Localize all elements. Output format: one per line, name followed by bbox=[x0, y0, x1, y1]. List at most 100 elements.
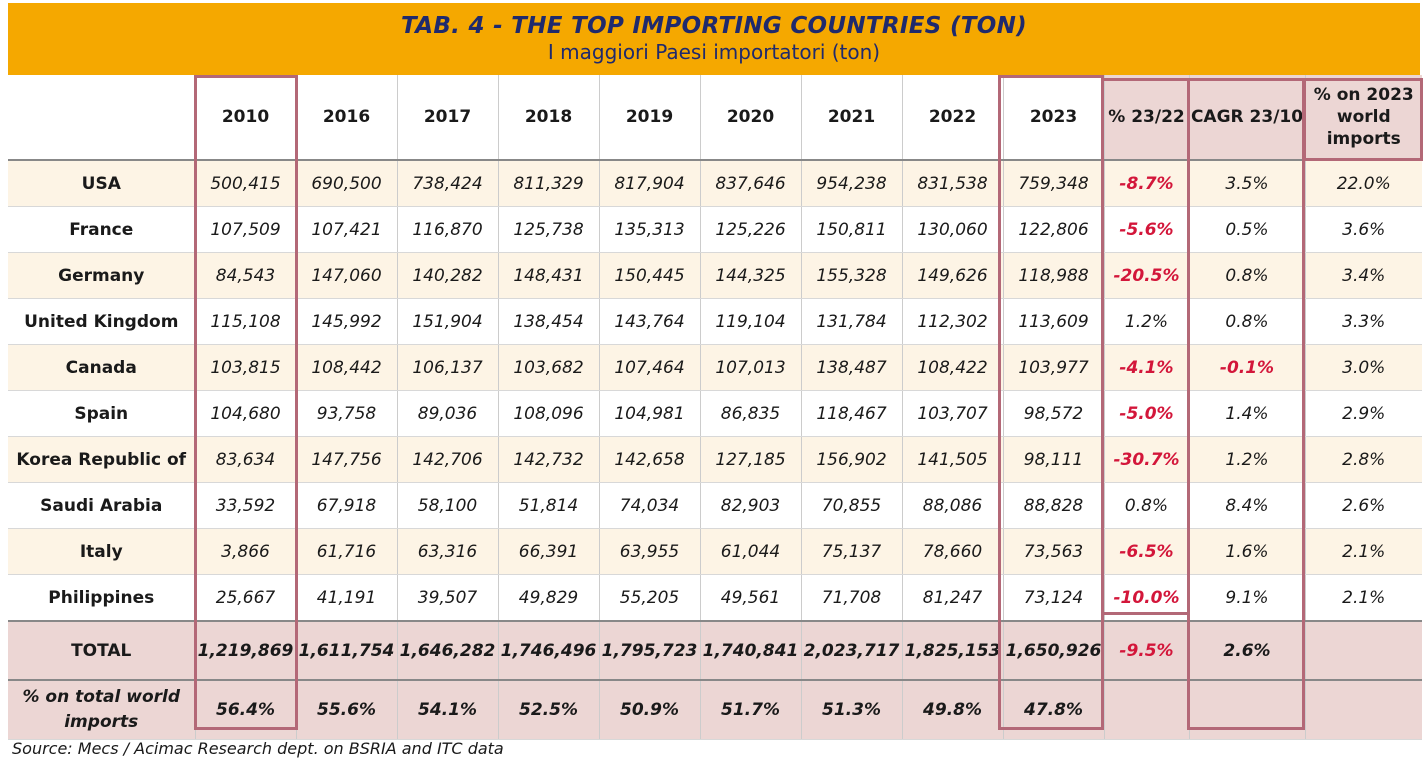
value-cell: 106,137 bbox=[397, 344, 499, 391]
value-cell: 738,424 bbox=[397, 160, 499, 207]
value-cell: 690,500 bbox=[296, 160, 398, 207]
value-cell: 83,634 bbox=[195, 436, 297, 483]
value-cell: 81,247 bbox=[902, 574, 1004, 622]
value-cell: 142,706 bbox=[397, 436, 499, 483]
value-cell: 61,716 bbox=[296, 528, 398, 575]
table-title: TAB. 4 - THE TOP IMPORTING COUNTRIES (TO… bbox=[401, 13, 1027, 39]
value-cell: 108,096 bbox=[498, 390, 600, 437]
value-cell: 131,784 bbox=[801, 298, 903, 345]
value-cell: 1,795,723 bbox=[599, 620, 701, 681]
value-cell: 1,219,869 bbox=[195, 620, 297, 681]
value-cell: 103,977 bbox=[1003, 344, 1105, 391]
table-row: Germany 84,543 147,060 140,282 148,431 150,44… bbox=[8, 252, 1422, 299]
value-cell: 103,815 bbox=[195, 344, 297, 391]
table-body: USA 500,415 690,500 738,424 811,329 817,904 83… bbox=[8, 160, 1422, 740]
value-cell: 500,415 bbox=[195, 160, 297, 207]
value-cell: 759,348 bbox=[1003, 160, 1105, 207]
table-row: Canada 103,815 108,442 106,137 103,682 107,46… bbox=[8, 344, 1422, 391]
value-cell: 147,756 bbox=[296, 436, 398, 483]
value-cell: 125,226 bbox=[700, 206, 802, 253]
value-cell: 107,509 bbox=[195, 206, 297, 253]
value-cell: 73,124 bbox=[1003, 574, 1105, 622]
column-header: 2022 bbox=[902, 75, 1004, 161]
value-cell: 55,205 bbox=[599, 574, 701, 622]
cagr-cell: 0.5% bbox=[1189, 206, 1306, 253]
value-cell: 56.4% bbox=[195, 680, 297, 740]
change-cell: -6.5% bbox=[1104, 528, 1190, 575]
cagr-cell: 1.4% bbox=[1189, 390, 1306, 437]
value-cell: 82,903 bbox=[700, 482, 802, 529]
table-container: TAB. 4 - THE TOP IMPORTING COUNTRIES (TO… bbox=[8, 3, 1422, 740]
world-share-cell: 2.6% bbox=[1305, 482, 1422, 529]
value-cell: 156,902 bbox=[801, 436, 903, 483]
value-cell: 78,660 bbox=[902, 528, 1004, 575]
value-cell: 142,658 bbox=[599, 436, 701, 483]
value-cell: 49,561 bbox=[700, 574, 802, 622]
value-cell: 61,044 bbox=[700, 528, 802, 575]
value-cell: 41,191 bbox=[296, 574, 398, 622]
value-cell: 63,955 bbox=[599, 528, 701, 575]
value-cell: 119,104 bbox=[700, 298, 802, 345]
value-cell: 58,100 bbox=[397, 482, 499, 529]
value-cell: 75,137 bbox=[801, 528, 903, 575]
value-cell: 1,611,754 bbox=[296, 620, 398, 681]
value-cell: 1,825,153 bbox=[902, 620, 1004, 681]
value-cell: 1,650,926 bbox=[1003, 620, 1105, 681]
country-name: Korea Republic of bbox=[8, 436, 196, 483]
value-cell: 831,538 bbox=[902, 160, 1004, 207]
empty-cell bbox=[1189, 680, 1306, 740]
world-share-cell: 2.1% bbox=[1305, 574, 1422, 622]
value-cell: 142,732 bbox=[498, 436, 600, 483]
table-row: Korea Republic of 83,634 147,756 142,706 142… bbox=[8, 436, 1422, 483]
table-subtitle: I maggiori Paesi importatori (ton) bbox=[547, 40, 881, 64]
value-cell: 138,487 bbox=[801, 344, 903, 391]
table-row: Italy 3,866 61,716 63,316 66,391 63,955 61,044… bbox=[8, 528, 1422, 575]
cagr-cell: 0.8% bbox=[1189, 252, 1306, 299]
value-cell: 55.6% bbox=[296, 680, 398, 740]
table-row: Saudi Arabia 33,592 67,918 58,100 51,814 74,0… bbox=[8, 482, 1422, 529]
value-cell: 52.5% bbox=[498, 680, 600, 740]
value-cell: 811,329 bbox=[498, 160, 600, 207]
change-cell: -5.6% bbox=[1104, 206, 1190, 253]
value-cell: 54.1% bbox=[397, 680, 499, 740]
value-cell: 2,023,717 bbox=[801, 620, 903, 681]
value-cell: 817,904 bbox=[599, 160, 701, 207]
header-row: 2010 2016 2017 2018 2019 2020 2021 2022 2023% 23… bbox=[8, 75, 1422, 161]
value-cell: 122,806 bbox=[1003, 206, 1105, 253]
world-share-cell: 3.3% bbox=[1305, 298, 1422, 345]
value-cell: 149,626 bbox=[902, 252, 1004, 299]
country-name: Saudi Arabia bbox=[8, 482, 196, 529]
cagr-cell: 0.8% bbox=[1189, 298, 1306, 345]
world-share-cell: 22.0% bbox=[1305, 160, 1422, 207]
value-cell: 49,829 bbox=[498, 574, 600, 622]
table-row: Spain 104,680 93,758 89,036 108,096 104,981 86… bbox=[8, 390, 1422, 437]
country-name: Philippines bbox=[8, 574, 196, 622]
value-cell: 98,572 bbox=[1003, 390, 1105, 437]
value-cell: 51.3% bbox=[801, 680, 903, 740]
change-cell: -30.7% bbox=[1104, 436, 1190, 483]
change-cell: -10.0% bbox=[1104, 574, 1190, 622]
cagr-cell: 9.1% bbox=[1189, 574, 1306, 622]
change-cell: 0.8% bbox=[1104, 482, 1190, 529]
cagr-cell: 1.2% bbox=[1189, 436, 1306, 483]
value-cell: 25,667 bbox=[195, 574, 297, 622]
value-cell: 71,708 bbox=[801, 574, 903, 622]
value-cell: 148,431 bbox=[498, 252, 600, 299]
country-name: Spain bbox=[8, 390, 196, 437]
value-cell: 104,981 bbox=[599, 390, 701, 437]
value-cell: 107,013 bbox=[700, 344, 802, 391]
value-cell: 144,325 bbox=[700, 252, 802, 299]
table-row: % on total world imports 56.4% 55.6% 54.1% 5… bbox=[8, 680, 1422, 740]
column-header: 2016 bbox=[296, 75, 398, 161]
value-cell: 67,918 bbox=[296, 482, 398, 529]
value-cell: 49.8% bbox=[902, 680, 1004, 740]
value-cell: 155,328 bbox=[801, 252, 903, 299]
value-cell: 837,646 bbox=[700, 160, 802, 207]
value-cell: 107,464 bbox=[599, 344, 701, 391]
country-name: Canada bbox=[8, 344, 196, 391]
value-cell: 51.7% bbox=[700, 680, 802, 740]
country-name: % on total world imports bbox=[8, 680, 196, 740]
cagr-cell: 1.6% bbox=[1189, 528, 1306, 575]
column-header: % 23/22 bbox=[1104, 75, 1190, 161]
title-bar: TAB. 4 - THE TOP IMPORTING COUNTRIES (TO… bbox=[8, 3, 1420, 75]
